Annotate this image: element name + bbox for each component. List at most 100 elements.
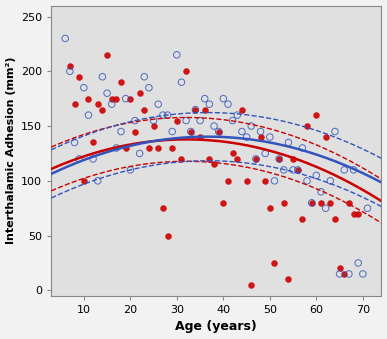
Point	[76, 156, 82, 162]
Point	[127, 96, 134, 101]
Point	[267, 134, 273, 140]
Point	[127, 167, 134, 173]
Point	[304, 123, 310, 129]
Point	[239, 129, 245, 134]
Point	[313, 113, 319, 118]
Point	[234, 113, 240, 118]
Point	[322, 205, 329, 211]
Point	[113, 145, 120, 151]
Point	[257, 134, 264, 140]
Point	[243, 178, 250, 183]
Point	[72, 140, 78, 145]
Point	[109, 101, 115, 107]
Point	[216, 129, 222, 134]
Point	[211, 123, 217, 129]
Point	[276, 156, 282, 162]
Point	[341, 167, 348, 173]
Point	[95, 178, 101, 183]
Point	[225, 101, 231, 107]
Point	[197, 118, 203, 123]
Point	[192, 107, 199, 112]
Point	[146, 85, 152, 91]
Point	[313, 173, 319, 178]
Point	[253, 156, 259, 162]
Point	[174, 118, 180, 123]
Point	[267, 205, 273, 211]
Point	[308, 200, 315, 205]
Point	[151, 123, 157, 129]
Point	[281, 167, 287, 173]
Point	[271, 178, 277, 183]
Point	[146, 145, 152, 151]
Point	[99, 107, 106, 112]
Point	[220, 200, 226, 205]
Point	[160, 205, 166, 211]
Point	[118, 80, 124, 85]
Point	[290, 167, 296, 173]
Point	[202, 107, 208, 112]
Point	[169, 129, 175, 134]
Point	[299, 217, 305, 222]
Point	[220, 96, 226, 101]
Point	[239, 107, 245, 112]
Point	[285, 277, 291, 282]
Point	[109, 96, 115, 101]
Point	[253, 156, 259, 162]
Point	[248, 123, 254, 129]
Point	[341, 271, 348, 277]
Point	[281, 200, 287, 205]
Point	[155, 101, 161, 107]
Point	[81, 85, 87, 91]
Point	[137, 151, 143, 156]
Point	[67, 63, 73, 68]
Point	[211, 162, 217, 167]
Point	[332, 129, 338, 134]
Point	[118, 129, 124, 134]
Point	[81, 178, 87, 183]
Point	[132, 129, 138, 134]
Point	[123, 96, 129, 101]
Point	[360, 271, 366, 277]
Point	[216, 129, 222, 134]
Point	[174, 52, 180, 58]
Point	[169, 145, 175, 151]
Point	[322, 134, 329, 140]
Point	[295, 167, 301, 173]
Point	[327, 178, 333, 183]
Point	[86, 96, 92, 101]
Point	[355, 211, 361, 216]
Point	[183, 118, 189, 123]
Point	[304, 178, 310, 183]
Point	[336, 266, 342, 271]
Point	[113, 96, 120, 101]
Point	[271, 260, 277, 266]
Point	[234, 156, 240, 162]
Point	[99, 74, 106, 79]
Point	[332, 217, 338, 222]
Point	[188, 129, 194, 134]
Point	[290, 156, 296, 162]
Point	[164, 113, 171, 118]
Point	[86, 113, 92, 118]
Point	[295, 167, 301, 173]
Point	[90, 140, 96, 145]
Point	[76, 74, 82, 79]
Point	[67, 68, 73, 74]
Point	[206, 101, 212, 107]
Point	[262, 178, 268, 183]
Point	[318, 200, 324, 205]
Point	[248, 282, 254, 287]
Point	[160, 113, 166, 118]
Point	[202, 96, 208, 101]
Point	[137, 91, 143, 96]
Point	[346, 271, 352, 277]
Point	[90, 156, 96, 162]
Point	[365, 205, 371, 211]
Point	[178, 156, 185, 162]
Point	[141, 74, 147, 79]
Point	[72, 101, 78, 107]
Point	[62, 36, 68, 41]
Point	[355, 260, 361, 266]
Y-axis label: Interthalamic Adhesion (mm²): Interthalamic Adhesion (mm²)	[5, 57, 15, 244]
Point	[132, 118, 138, 123]
